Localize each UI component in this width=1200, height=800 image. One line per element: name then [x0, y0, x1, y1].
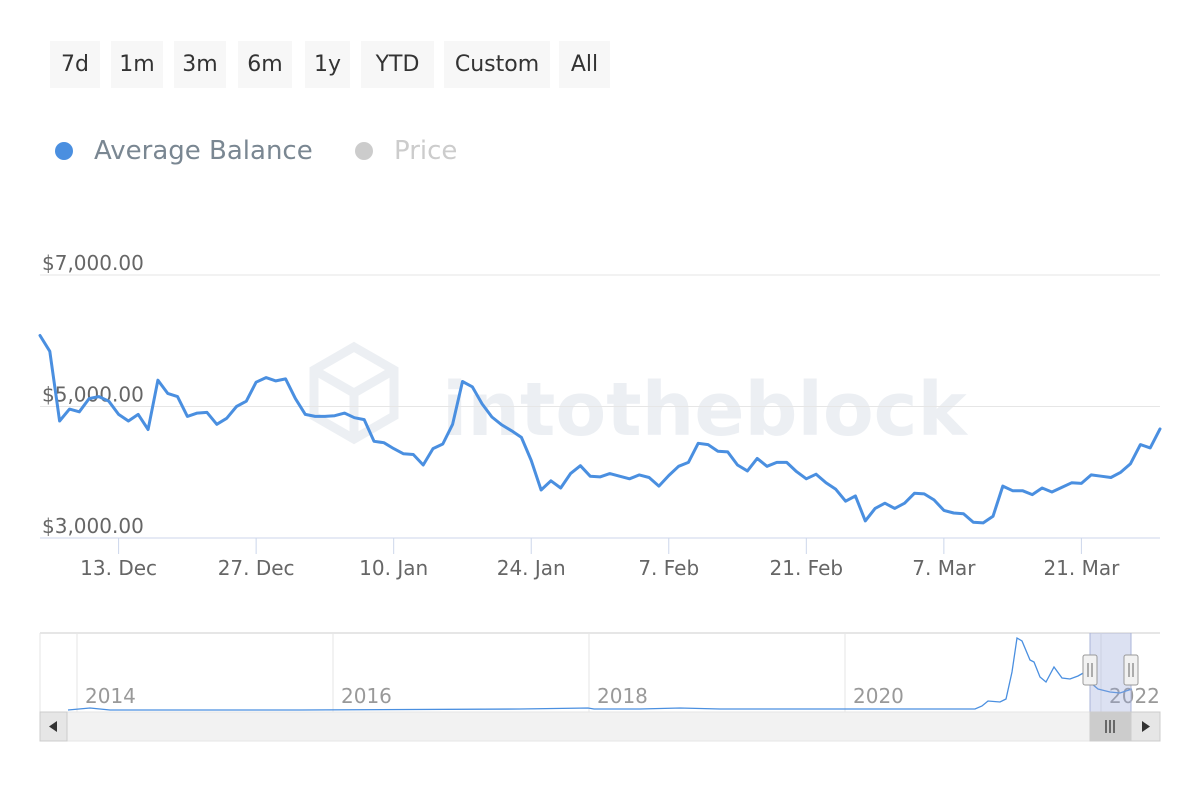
legend-label: Average Balance	[94, 136, 313, 166]
chart-gridlines	[40, 274, 1160, 539]
x-tick-label: 24. Jan	[497, 556, 566, 580]
x-tick-label: 21. Mar	[1043, 556, 1120, 580]
legend-item[interactable]: Price	[355, 134, 457, 168]
legend-marker-icon	[355, 142, 373, 160]
y-tick-label: $3,000.00	[42, 514, 144, 538]
scroll-right-button[interactable]	[1130, 711, 1161, 742]
navigator-handle[interactable]	[1123, 654, 1139, 686]
watermark: intotheblock	[309, 341, 969, 453]
y-tick-label: $7,000.00	[42, 251, 144, 275]
x-tick-label: 21. Feb	[770, 556, 844, 580]
scroll-left-button[interactable]	[39, 711, 68, 742]
navigator-series-line	[67, 636, 1133, 711]
range-button-1y[interactable]: 1y	[305, 41, 350, 88]
navigator-handle[interactable]	[1082, 654, 1098, 686]
legend-item[interactable]: Average Balance	[55, 134, 313, 168]
x-tick-label: 27. Dec	[218, 556, 295, 580]
arrow-right-icon	[1142, 721, 1150, 732]
watermark-logo-icon	[309, 341, 399, 445]
x-tick-label: 10. Jan	[359, 556, 428, 580]
range-button-3m[interactable]: 3m	[174, 41, 226, 88]
legend-label: Price	[394, 136, 458, 166]
scrollbar-thumb[interactable]	[1089, 711, 1132, 742]
x-tick-label: 7. Mar	[912, 556, 976, 580]
x-tick-label: 7. Feb	[638, 556, 699, 580]
series-line-average-balance	[38, 334, 1162, 525]
navigator-tick-label: 2016	[341, 684, 392, 708]
navigator-tick-label: 2020	[853, 684, 904, 708]
navigator-tick-label: 2022	[1109, 684, 1160, 708]
y-axis: $3,000.00 $5,000.00 $7,000.00	[40, 251, 1160, 539]
scrollbar	[39, 711, 1161, 742]
range-button-all[interactable]: All	[559, 41, 610, 88]
x-tick-label: 13. Dec	[80, 556, 157, 580]
navigator-tick-label: 2018	[597, 684, 648, 708]
navigator-tick-label: 2014	[85, 684, 136, 708]
scrollbar-track[interactable]	[39, 711, 1161, 742]
watermark-text: intotheblock	[442, 367, 969, 453]
range-button-ytd[interactable]: YTD	[361, 41, 434, 88]
range-button-custom[interactable]: Custom	[444, 41, 550, 88]
arrow-left-icon	[49, 721, 57, 732]
range-button-6m[interactable]: 6m	[238, 41, 292, 88]
navigator: 2014 2016 2018 2020 2022	[39, 632, 1160, 712]
legend-marker-icon	[55, 142, 73, 160]
y-tick-label: $5,000.00	[42, 383, 144, 407]
range-button-1m[interactable]: 1m	[111, 41, 163, 88]
series-group	[38, 334, 1162, 525]
range-button-7d[interactable]: 7d	[50, 41, 100, 88]
x-axis: 13. Dec 27. Dec 10. Jan 24. Jan 7. Feb 21. Fe…	[80, 538, 1120, 580]
